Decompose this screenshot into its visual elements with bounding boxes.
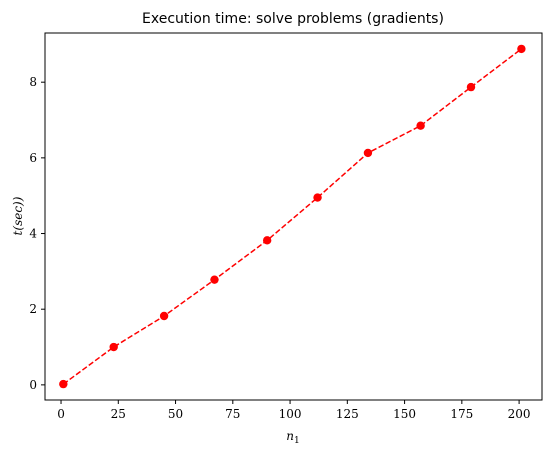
- y-axis: 0 2 4 6 8: [29, 75, 45, 392]
- data-point: [159, 311, 169, 321]
- x-tick-label: 175: [450, 407, 473, 421]
- x-tick-label: 100: [279, 407, 302, 421]
- plot-area: [44, 32, 543, 401]
- x-axis-label: n1: [286, 429, 299, 446]
- y-tick-label: 2: [29, 302, 37, 316]
- y-tick-label: 4: [29, 227, 37, 241]
- plot-frame: [44, 32, 543, 401]
- x-axis-label-main: n: [286, 429, 294, 443]
- data-point: [517, 44, 526, 54]
- data-point: [210, 275, 219, 284]
- y-tick-label: 0: [29, 378, 37, 392]
- x-axis-label-subscript: 1: [294, 436, 300, 446]
- y-tick-label: 6: [29, 151, 37, 165]
- x-tick-label: 50: [168, 407, 183, 421]
- chart-title: Execution time: solve problems (gradient…: [142, 11, 444, 27]
- x-tick-label: 150: [393, 407, 416, 421]
- x-tick-label: 0: [57, 407, 65, 421]
- x-tick-label: 125: [336, 407, 359, 421]
- series-layer: [59, 44, 526, 389]
- data-point: [363, 148, 373, 158]
- x-tick-label: 200: [508, 407, 531, 421]
- data-point: [416, 121, 425, 130]
- data-point: [262, 236, 272, 245]
- x-tick-label: 25: [111, 407, 126, 421]
- x-axis: 0 25 50 75 100 125 150 175 200: [57, 400, 531, 421]
- series-line: [62, 48, 522, 385]
- data-point: [59, 379, 68, 389]
- data-point: [313, 193, 322, 202]
- data-point: [109, 342, 118, 352]
- data-point: [466, 82, 476, 92]
- y-axis-label: t(sec)): [11, 196, 25, 235]
- x-tick-label: 75: [225, 407, 240, 421]
- y-tick-label: 8: [29, 75, 37, 89]
